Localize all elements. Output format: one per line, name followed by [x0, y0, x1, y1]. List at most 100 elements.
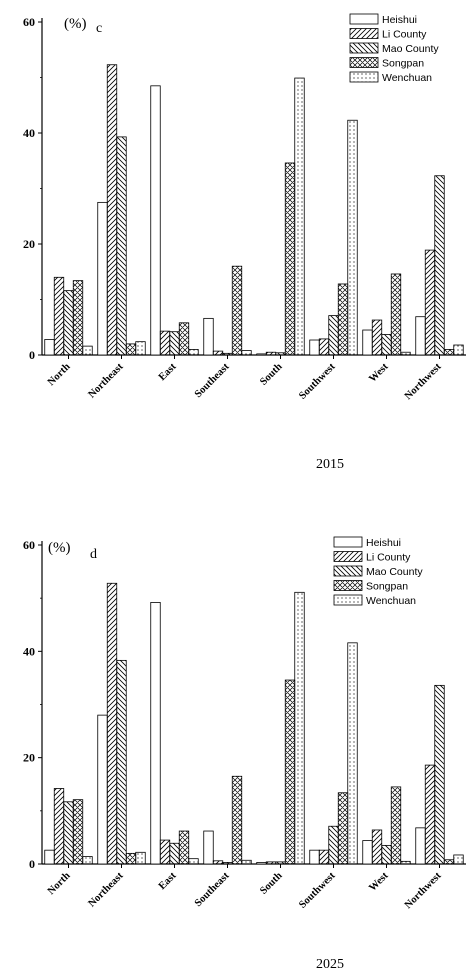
bar-mao-county-southeast	[222, 862, 233, 865]
bar-heishui-east	[150, 85, 161, 356]
bar-mao-county-northeast	[116, 659, 127, 865]
chart-caption: 2025	[316, 957, 344, 972]
legend-swatch-wenchuan	[333, 594, 363, 606]
legend-label: Songpan	[366, 581, 408, 593]
bar-heishui-north	[44, 849, 55, 865]
legend-swatch-songpan	[333, 580, 363, 591]
y-tick-label: 40	[23, 644, 35, 658]
bar-li-county-northeast	[106, 582, 118, 865]
x-tick-label: Northwest	[403, 870, 444, 911]
chart-caption: 2015	[316, 457, 344, 472]
bar-songpan-southwest	[337, 792, 349, 865]
bar-wenchuan-southwest	[347, 642, 358, 865]
x-tick-label: Southeast	[193, 361, 232, 400]
bar-heishui-southeast	[203, 830, 214, 865]
x-tick-label: West	[367, 870, 391, 894]
bar-li-county-south	[265, 861, 277, 865]
bar-wenchuan-west	[400, 860, 411, 865]
bar-heishui-south	[256, 353, 267, 356]
bar-songpan-south	[284, 162, 296, 356]
bar-songpan-northwest	[443, 859, 455, 865]
bar-li-county-southeast	[212, 350, 224, 356]
legend-label: Li County	[366, 552, 411, 564]
bar-wenchuan-northwest	[453, 344, 464, 356]
bar-li-county-south	[265, 351, 277, 356]
chart-panel-2015: 0 20 40 60 (%) c North Northeast East Southeast So…	[23, 13, 466, 472]
bar-mao-county-east	[169, 331, 180, 356]
legend-label: Wenchuan	[382, 72, 432, 84]
x-tick-label: South	[258, 361, 284, 387]
x-tick-label: North	[46, 870, 73, 897]
unit-label: (%)	[48, 540, 71, 556]
bar-wenchuan-southeast	[241, 350, 252, 356]
legend-swatch-songpan	[349, 57, 379, 68]
bar-heishui-east	[150, 602, 161, 865]
bar-heishui-northeast	[97, 201, 108, 356]
y-tick-label: 0	[29, 348, 35, 362]
bar-songpan-west	[390, 273, 402, 356]
bar-songpan-southeast	[231, 265, 243, 356]
bar-heishui-west	[362, 329, 373, 356]
bar-li-county-east	[159, 839, 171, 865]
legend-swatch-wenchuan	[349, 71, 379, 83]
unit-label: (%)	[64, 16, 87, 32]
y-tick-label: 40	[23, 126, 35, 140]
bar-wenchuan-east	[188, 349, 199, 356]
bar-mao-county-south	[275, 352, 286, 356]
bar-songpan-southeast	[231, 775, 243, 865]
bar-wenchuan-west	[400, 351, 411, 356]
legend-label: Heishui	[382, 14, 417, 26]
legend: Heishui Li County Mao County Songpan Wenchua…	[349, 13, 439, 84]
y-tick-label: 60	[23, 15, 35, 29]
bar-heishui-northwest	[415, 827, 426, 865]
bar-li-county-east	[159, 330, 171, 356]
x-tick-label: East	[157, 870, 179, 892]
bar-li-county-north	[53, 788, 65, 865]
bar-mao-county-north	[63, 801, 74, 865]
legend-label: Heishui	[366, 537, 401, 549]
bar-mao-county-northwest	[434, 175, 445, 356]
bar-mao-county-northwest	[434, 684, 445, 865]
bar-li-county-north	[53, 276, 65, 356]
bar-li-county-northwest	[424, 249, 436, 356]
bar-mao-county-east	[169, 842, 180, 865]
bar-mao-county-southeast	[222, 352, 233, 356]
legend-swatch-heishui	[333, 536, 363, 548]
x-tick-label: Southeast	[193, 870, 232, 909]
bar-wenchuan-south	[294, 591, 305, 865]
bar-songpan-west	[390, 786, 402, 865]
bar-li-county-southeast	[212, 860, 224, 865]
bar-li-county-northeast	[106, 64, 118, 356]
y-tick-label: 0	[29, 857, 35, 871]
y-tick-label: 20	[23, 237, 35, 251]
legend-label: Songpan	[382, 58, 424, 70]
y-tick-label: 20	[23, 751, 35, 765]
x-tick-label: Northeast	[86, 361, 125, 400]
bar-heishui-west	[362, 840, 373, 865]
x-tick-label: Northwest	[403, 361, 444, 402]
legend-label: Li County	[382, 29, 427, 41]
bar-li-county-west	[371, 829, 383, 865]
bar-songpan-northeast	[125, 852, 137, 865]
bar-heishui-northwest	[415, 316, 426, 356]
bar-heishui-southwest	[309, 339, 320, 356]
bar-li-county-west	[371, 319, 383, 356]
bar-mao-county-west	[381, 844, 392, 865]
bar-songpan-southwest	[337, 283, 349, 356]
bar-mao-county-west	[381, 334, 392, 356]
bar-wenchuan-north	[82, 345, 93, 356]
bar-songpan-northeast	[125, 343, 137, 356]
legend-swatch-heishui	[349, 13, 379, 25]
bar-heishui-north	[44, 339, 55, 356]
bar-heishui-southwest	[309, 849, 320, 865]
bar-mao-county-northeast	[116, 136, 127, 356]
x-tick-label: North	[46, 361, 73, 388]
x-tick-label: Northeast	[86, 870, 125, 909]
bar-wenchuan-south	[294, 77, 305, 356]
legend-swatch-li-county	[333, 551, 363, 562]
legend-swatch-mao-county	[333, 565, 363, 577]
y-tick-label: 60	[23, 538, 35, 552]
bar-wenchuan-northwest	[453, 854, 464, 865]
x-tick-label: South	[258, 870, 284, 896]
